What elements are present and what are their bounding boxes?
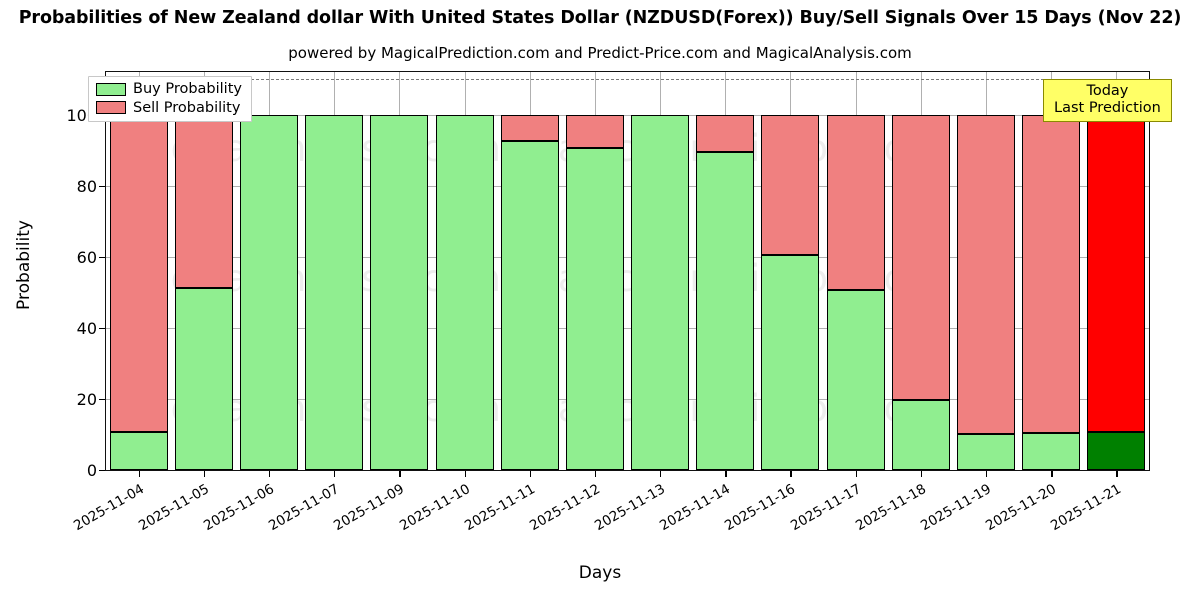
bar-segment-sell[interactable] bbox=[174, 114, 233, 289]
bar-segment-buy[interactable] bbox=[565, 148, 624, 470]
legend-label-sell: Sell Probability bbox=[133, 99, 241, 116]
x-axis-tick-mark bbox=[399, 471, 401, 477]
bar-segment-buy[interactable] bbox=[631, 114, 690, 470]
gridline-y bbox=[106, 185, 1149, 187]
y-axis-tick-mark bbox=[99, 398, 105, 401]
bar-segment-buy[interactable] bbox=[174, 288, 233, 470]
y-axis-tick-label: 60 bbox=[76, 247, 97, 267]
bar-segment-buy[interactable] bbox=[1087, 432, 1146, 470]
today-annotation: Today Last Prediction bbox=[1043, 79, 1172, 123]
legend: Buy Probability Sell Probability bbox=[88, 76, 252, 122]
gridline-y bbox=[106, 398, 1149, 400]
bar-segment-sell[interactable] bbox=[1087, 114, 1146, 433]
legend-swatch-sell-icon bbox=[96, 101, 126, 115]
y-axis-tick-mark bbox=[99, 256, 105, 259]
bar-segment-buy[interactable] bbox=[761, 254, 820, 470]
plot-inner: MagicalAnalysis.comMagicalPrediction.com… bbox=[106, 72, 1149, 470]
x-axis-tick-mark bbox=[334, 471, 336, 477]
bar-group[interactable] bbox=[826, 72, 885, 470]
bar-segment-buy[interactable] bbox=[239, 114, 298, 470]
bar-segment-buy[interactable] bbox=[109, 431, 168, 470]
x-axis-label: Days bbox=[578, 563, 622, 583]
bar-segment-buy[interactable] bbox=[891, 400, 950, 470]
x-axis-tick-mark bbox=[855, 471, 857, 477]
plot-area: MagicalAnalysis.comMagicalPrediction.com… bbox=[105, 71, 1150, 471]
bar-segment-buy[interactable] bbox=[370, 114, 429, 470]
bar-group[interactable] bbox=[957, 72, 1016, 470]
x-axis-tick-mark bbox=[268, 471, 271, 477]
chart-subtitle: powered by MagicalPrediction.com and Pre… bbox=[288, 44, 912, 62]
x-axis-tick-mark bbox=[660, 471, 662, 477]
bar-segment-buy[interactable] bbox=[1022, 432, 1081, 470]
bar-segment-sell[interactable] bbox=[565, 114, 624, 149]
page-title: Probabilities of New Zealand dollar With… bbox=[18, 8, 1182, 28]
bar-group[interactable] bbox=[239, 72, 298, 470]
bar-group[interactable] bbox=[109, 72, 168, 470]
bar-segment-buy[interactable] bbox=[957, 434, 1016, 470]
gridline-y bbox=[106, 327, 1149, 329]
bars-layer bbox=[106, 72, 1149, 470]
threshold-line bbox=[106, 79, 1149, 81]
x-axis-tick-mark bbox=[790, 471, 792, 477]
bar-segment-sell[interactable] bbox=[826, 114, 885, 290]
bar-segment-sell[interactable] bbox=[109, 114, 168, 432]
legend-label-buy: Buy Probability bbox=[133, 81, 242, 97]
x-axis-tick-mark bbox=[203, 471, 206, 477]
x-axis-tick-mark bbox=[464, 471, 466, 477]
bar-group[interactable] bbox=[305, 72, 364, 470]
y-axis-tick-mark bbox=[99, 470, 105, 472]
x-axis-tick-mark bbox=[529, 471, 532, 477]
x-axis-tick-mark bbox=[1051, 471, 1053, 477]
y-axis-tick-label: 40 bbox=[76, 318, 97, 338]
bar-group[interactable] bbox=[565, 72, 624, 470]
gridline-y bbox=[106, 114, 1149, 116]
today-annotation-line2: Last Prediction bbox=[1054, 99, 1161, 116]
bar-group[interactable] bbox=[891, 72, 950, 470]
bar-segment-buy[interactable] bbox=[826, 289, 885, 470]
gridline-y bbox=[106, 256, 1149, 258]
bar-segment-sell[interactable] bbox=[891, 114, 950, 401]
bar-segment-sell[interactable] bbox=[1022, 114, 1081, 433]
bar-group[interactable] bbox=[370, 72, 429, 470]
x-axis-tick-mark bbox=[725, 471, 727, 477]
bar-segment-buy[interactable] bbox=[435, 114, 494, 470]
bar-segment-buy[interactable] bbox=[696, 151, 755, 470]
bar-segment-sell[interactable] bbox=[696, 114, 755, 152]
x-axis-tick-mark bbox=[138, 471, 140, 477]
bar-group[interactable] bbox=[696, 72, 755, 470]
bar-segment-sell[interactable] bbox=[957, 114, 1016, 435]
bar-segment-sell[interactable] bbox=[500, 114, 559, 141]
x-axis-tick-mark bbox=[594, 471, 597, 477]
bar-group[interactable] bbox=[500, 72, 559, 470]
bar-group[interactable] bbox=[1022, 72, 1081, 470]
x-axis-tick-mark bbox=[920, 471, 923, 477]
bar-group[interactable] bbox=[435, 72, 494, 470]
bar-group[interactable] bbox=[1087, 72, 1146, 470]
y-axis-tick-label: 80 bbox=[76, 176, 97, 196]
bar-group[interactable] bbox=[761, 72, 820, 470]
legend-swatch-buy-icon bbox=[96, 82, 126, 96]
x-axis-tick-mark bbox=[986, 471, 988, 477]
y-axis-tick-label: 20 bbox=[76, 389, 97, 409]
bar-group[interactable] bbox=[631, 72, 690, 470]
y-axis-tick-mark bbox=[99, 185, 105, 187]
y-axis-tick-label: 0 bbox=[86, 461, 97, 480]
today-annotation-line1: Today bbox=[1086, 83, 1129, 99]
x-axis-tick-mark bbox=[1116, 471, 1118, 477]
bar-segment-buy[interactable] bbox=[305, 114, 364, 470]
bar-segment-buy[interactable] bbox=[500, 140, 559, 470]
y-axis-tick-mark bbox=[99, 327, 105, 330]
legend-item-sell: Sell Probability bbox=[96, 99, 242, 116]
legend-item-buy: Buy Probability bbox=[96, 82, 242, 97]
bar-segment-sell[interactable] bbox=[761, 114, 820, 255]
bar-group[interactable] bbox=[174, 72, 233, 470]
y-axis-label: Probability bbox=[14, 220, 34, 310]
